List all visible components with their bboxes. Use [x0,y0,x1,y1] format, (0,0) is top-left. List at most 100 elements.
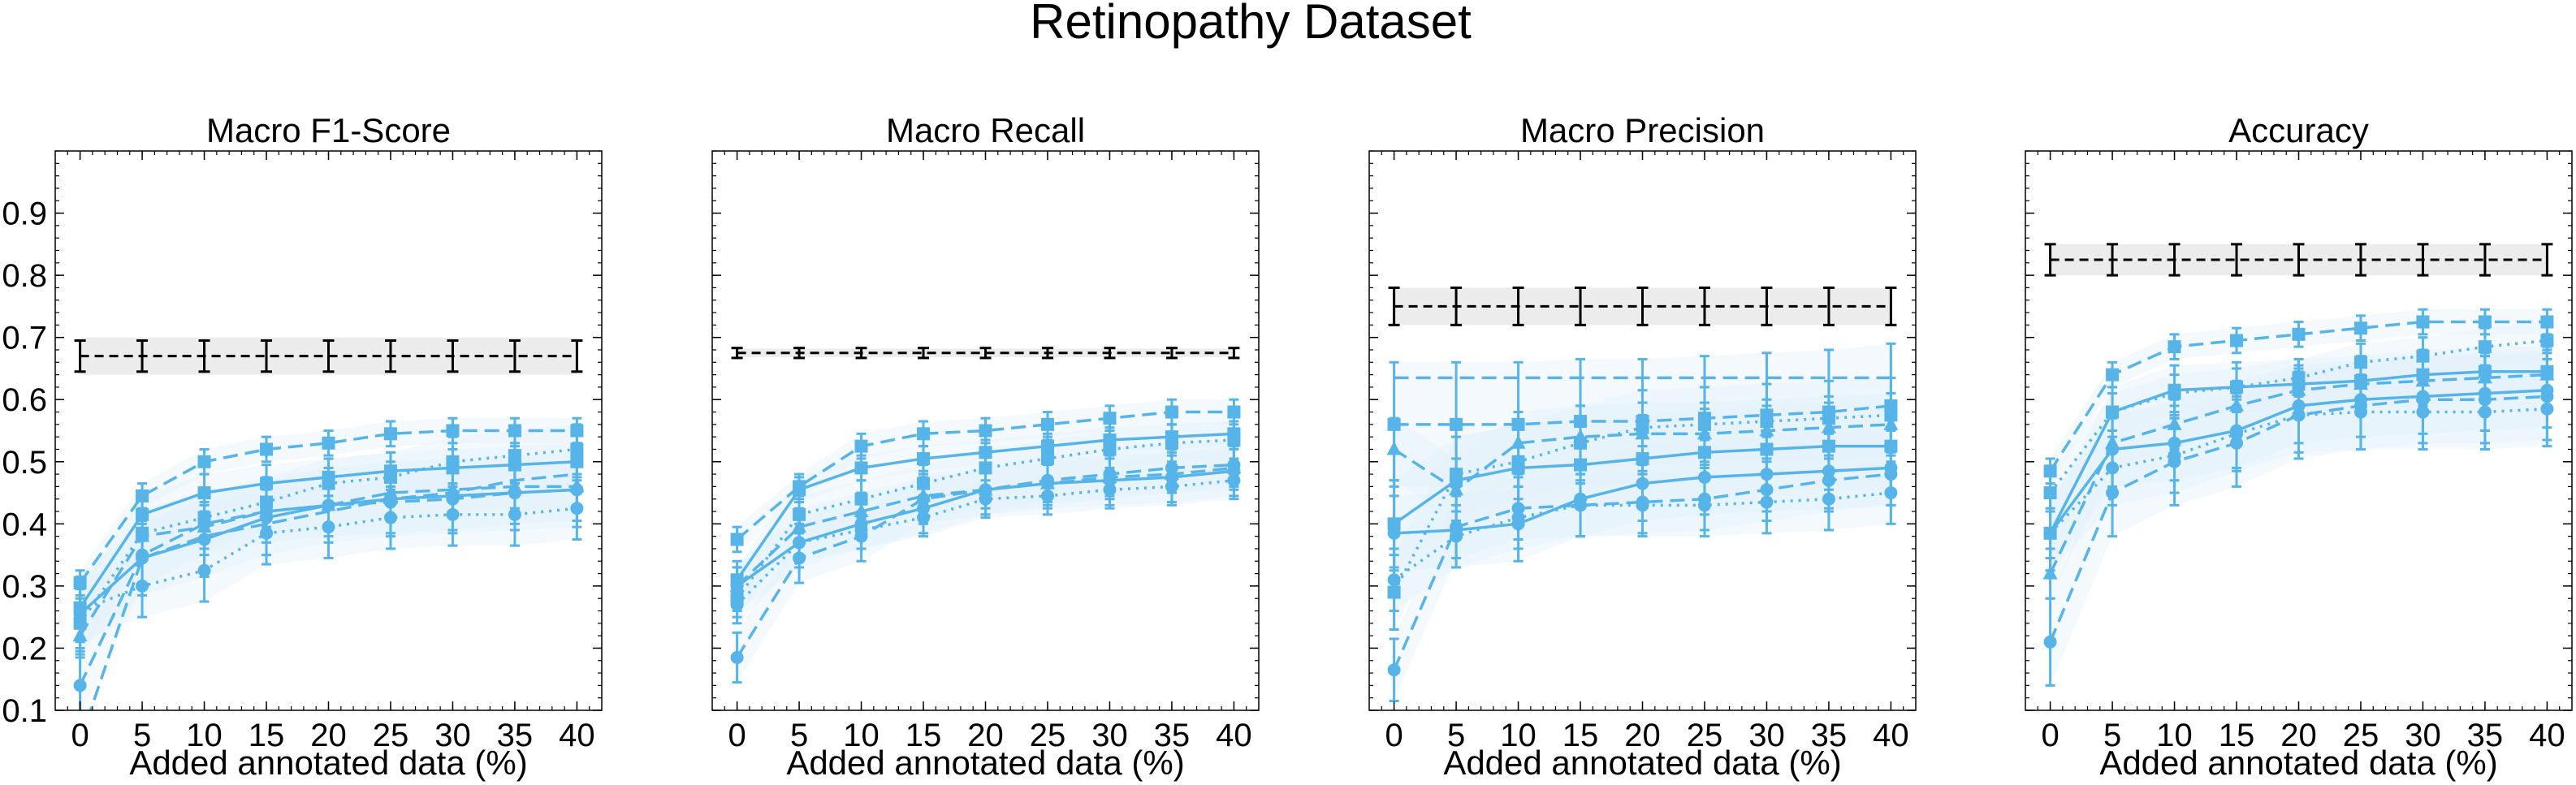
series-point [730,597,744,611]
plot-area [2042,243,2555,687]
series-point [854,461,868,475]
x-tick-label: 15 [1562,718,1599,753]
series-point [1387,526,1401,540]
series-point [2353,405,2367,419]
x-tick-label: 10 [2156,718,2193,753]
x-tick-label: 5 [1447,718,1465,753]
x-tick-label: 30 [434,718,471,753]
x-tick-label: 5 [2103,718,2121,753]
series-point [197,517,211,531]
x-tick-label: 15 [905,718,942,753]
y-tick-label: 0.4 [2,507,47,542]
series-point [446,424,460,438]
series-point [2043,526,2057,540]
x-axis-label: Added annotated data (%) [786,744,1184,782]
series-point [508,507,521,521]
x-tick-label: 35 [1154,718,1191,753]
series-point [1040,417,1054,431]
series-line [79,507,577,613]
x-tick-label: 0 [728,718,746,753]
series-line [79,485,577,637]
series-point [2292,327,2306,341]
series-point [2043,635,2057,649]
series-point [1511,511,1525,524]
series-point [446,507,460,521]
series-7 [1387,460,1898,613]
series-point [979,492,992,506]
series-point [73,604,87,618]
series-point [2168,449,2181,463]
series-point [2230,427,2244,441]
series-point [2540,402,2554,416]
panel-title: Macro Precision [1520,111,1765,149]
panel-1: 0 5 10 15 20 25 30 35 40 Macro Recall Added annota… [711,111,1260,782]
x-tick-label: 20 [2280,718,2317,753]
x-tick-label: 35 [1811,718,1848,753]
series-point [979,424,992,438]
series-line [1393,491,1891,581]
series-point [730,650,744,664]
series-point [2106,461,2120,475]
y-tick-label: 0.5 [2,445,47,481]
series-point [2106,368,2120,382]
x-tick-label: 25 [1687,718,1723,753]
x-tick-label: 20 [1624,718,1661,753]
series-point [1822,492,1835,506]
series-point [2540,334,2554,347]
panel-title: Macro Recall [886,111,1085,149]
series-point [2416,405,2430,419]
series-point [2478,315,2492,329]
x-tick-label: 20 [967,718,1004,753]
series-point [1040,489,1054,502]
panel-2: 0 5 10 15 20 25 30 35 40 Macro Precision Added ann… [1368,111,1917,782]
series-point [73,679,87,692]
panel-3: 0 5 10 15 20 25 30 35 40 Accuracy Added annotated … [2025,111,2573,782]
figure-title: Retinopathy Dataset [1030,0,1472,49]
panel-title: Accuracy [2228,111,2369,149]
x-tick-label: 40 [1216,718,1252,753]
series-7 [89,472,577,710]
series-6 [73,476,584,644]
x-tick-label: 40 [559,718,595,753]
series-point [1103,412,1117,425]
series-point [260,442,274,456]
series-point [1511,434,1526,449]
series-point [1387,663,1401,677]
x-tick-label: 35 [497,718,534,753]
series-point [322,520,335,534]
x-tick-label: 20 [310,718,347,753]
series-6 [2043,370,2554,572]
series-line [1392,472,1891,671]
series-point [2042,565,2058,580]
x-tick-label: 10 [186,718,223,753]
x-tick-label: 5 [133,718,151,753]
panel-title: Macro F1-Score [206,111,451,149]
series-point [2478,405,2492,419]
plot-area [72,337,585,710]
series-line [736,438,1234,600]
series-point [917,511,931,524]
panel-0: 0 5 10 15 20 25 30 35 40 0.1 0.2 0.3 0.4 0.5 0.6 0.7 0.8… [2,111,603,782]
series-point [730,533,744,546]
x-tick-label: 25 [1030,718,1066,753]
series-line [736,410,1234,541]
series-6 [730,460,1241,625]
series-point [1165,405,1178,419]
y-tick-label: 0.8 [2,258,47,294]
x-tick-label: 40 [1873,718,1909,753]
series-line [89,472,577,710]
x-tick-label: 10 [1500,718,1537,753]
series-point [1821,419,1836,433]
series-point [854,523,868,537]
series-point [322,436,335,450]
series-point [2353,321,2367,335]
x-tick-label: 25 [2343,718,2379,753]
x-axis-label: Added annotated data (%) [129,744,527,782]
series-point [570,502,584,515]
series-point [1227,473,1241,487]
series-point [2292,408,2306,422]
panels: 0 5 10 15 20 25 30 35 40 0.1 0.2 0.3 0.4 0.5 0.6 0.7 0.8… [2,111,2573,782]
plot-area [1386,286,1899,703]
